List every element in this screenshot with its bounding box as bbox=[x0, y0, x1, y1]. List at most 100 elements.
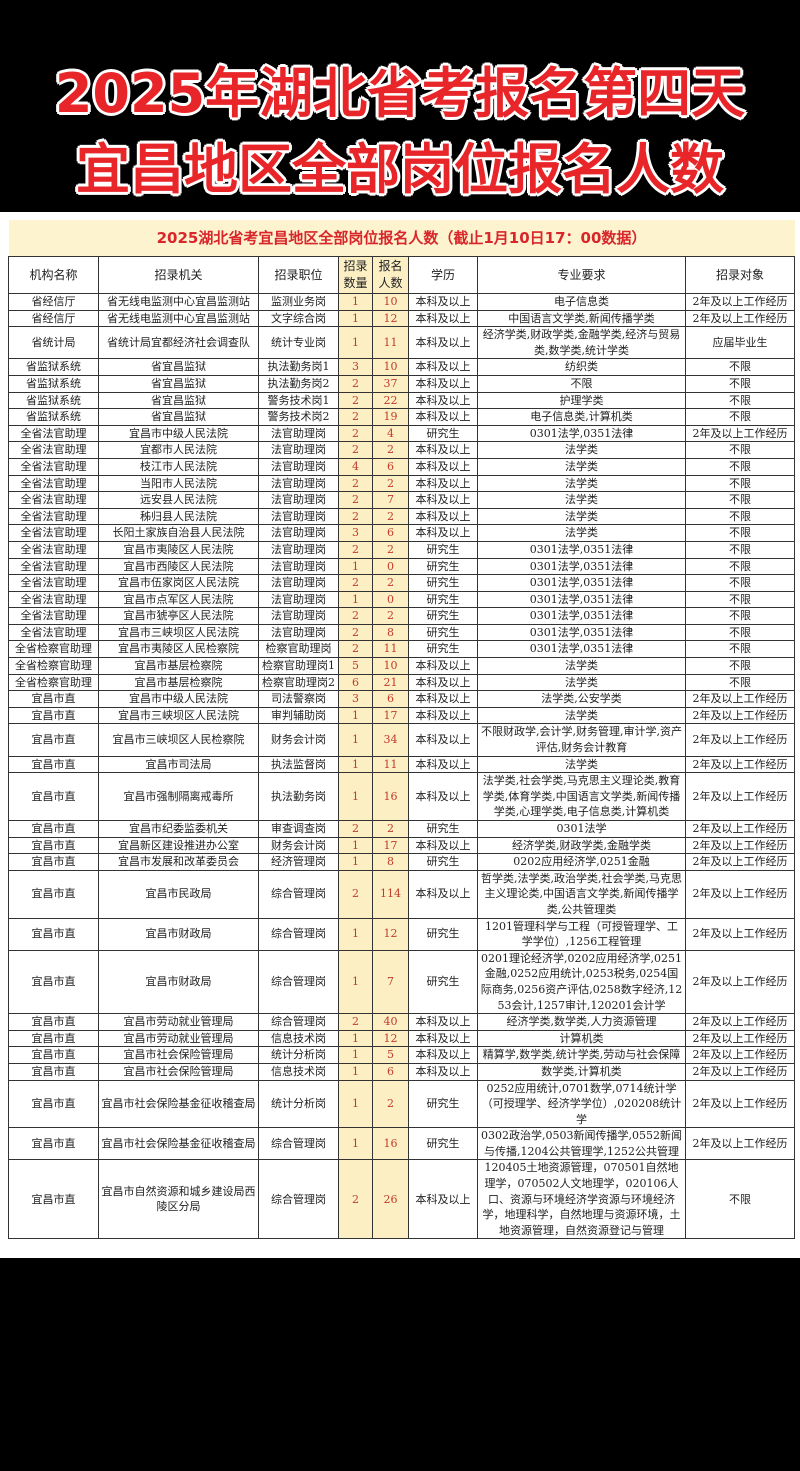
cell-major-requirement: 不限 bbox=[477, 374, 686, 393]
cell-applicants: 8 bbox=[372, 853, 409, 871]
cell-major-requirement: 0301法学,0351法律 bbox=[477, 590, 686, 609]
cell-recruiting-agency: 省宜昌监狱 bbox=[98, 408, 259, 426]
cell-target: 不限 bbox=[684, 557, 796, 576]
cell-target: 不限 bbox=[684, 358, 796, 376]
table-row: 全省法官助理 长阳土家族自治县人民法院 法官助理岗 3 6 本科及以上 法学类 不限 bbox=[8, 524, 796, 542]
cell-applicants: 11 bbox=[372, 326, 409, 360]
cell-education: 本科及以上 bbox=[408, 723, 478, 757]
cell-major-requirement: 电子信息类 bbox=[477, 293, 686, 311]
cell-position: 法官助理岗 bbox=[258, 491, 339, 509]
cell-education: 研究生 bbox=[408, 557, 478, 576]
cell-recruiting-agency: 宜昌新区建设推进办公室 bbox=[98, 836, 259, 855]
table-row: 宜昌市直 宜昌市劳动就业管理局 综合管理岗 2 40 本科及以上 经济学类,数学类,人力资源… bbox=[8, 1013, 796, 1031]
cell-quota: 3 bbox=[338, 358, 373, 376]
cell-recruiting-agency: 宜昌市社会保险基金征收稽查局 bbox=[98, 1127, 259, 1161]
cell-major-requirement: 数学类,计算机类 bbox=[477, 1062, 686, 1081]
cell-applicants: 37 bbox=[372, 374, 409, 393]
cell-education: 研究生 bbox=[408, 1079, 478, 1129]
cell-quota: 2 bbox=[338, 391, 373, 410]
cell-org-name: 宜昌市直 bbox=[8, 949, 99, 1015]
cell-recruiting-agency: 宜昌市社会保险基金征收稽查局 bbox=[98, 1079, 259, 1129]
header-position: 招录职位 bbox=[258, 256, 339, 294]
cell-position: 综合管理岗 bbox=[258, 949, 339, 1015]
cell-applicants: 16 bbox=[372, 772, 409, 821]
table-row: 宜昌市直 宜昌市纪委监委机关 审查调查岗 2 2 研究生 0301法学 2年及以上工作经历 bbox=[8, 820, 796, 838]
cell-quota: 1 bbox=[338, 590, 373, 609]
cell-recruiting-agency: 宜昌市三峡坝区人民法院 bbox=[98, 706, 259, 725]
cell-org-name: 宜昌市直 bbox=[8, 853, 99, 871]
table-row: 全省法官助理 当阳市人民法院 法官助理岗 2 2 本科及以上 法学类 不限 bbox=[8, 474, 796, 493]
cell-major-requirement: 法学类 bbox=[477, 491, 686, 509]
cell-quota: 2 bbox=[338, 640, 373, 659]
cell-education: 本科及以上 bbox=[408, 657, 478, 675]
cell-quota: 1 bbox=[338, 949, 373, 1015]
cell-quota: 4 bbox=[338, 457, 373, 476]
cell-major-requirement: 0302政治学,0503新闻传播学,0552新闻与传播,1204公共管理学,12… bbox=[477, 1127, 686, 1161]
cell-education: 本科及以上 bbox=[408, 309, 478, 328]
table-row: 省监狱系统 省宜昌监狱 警务技术岗1 2 22 本科及以上 护理学类 不限 bbox=[8, 391, 796, 410]
cell-org-name: 省经信厅 bbox=[8, 293, 99, 311]
cell-target: 2年及以上工作经历 bbox=[684, 706, 796, 725]
cell-applicants: 12 bbox=[372, 309, 409, 328]
cell-major-requirement: 0201理论经济学,0202应用经济学,0251金融,0252应用统计,0253… bbox=[477, 949, 686, 1015]
cell-position: 综合管理岗 bbox=[258, 1013, 339, 1031]
cell-quota: 1 bbox=[338, 706, 373, 725]
cell-target: 不限 bbox=[684, 540, 796, 559]
cell-applicants: 7 bbox=[372, 949, 409, 1015]
cell-position: 综合管理岗 bbox=[258, 1127, 339, 1161]
cell-position: 经济管理岗 bbox=[258, 853, 339, 871]
cell-recruiting-agency: 宜昌市司法局 bbox=[98, 755, 259, 774]
cell-recruiting-agency: 省无线电监测中心宜昌监测站 bbox=[98, 293, 259, 311]
table-row: 全省法官助理 宜昌市猇亭区人民法院 法官助理岗 2 2 研究生 0301法学,0351法律不… bbox=[8, 607, 796, 625]
cell-education: 研究生 bbox=[408, 540, 478, 559]
cell-recruiting-agency: 远安县人民法院 bbox=[98, 491, 259, 509]
cell-quota: 2 bbox=[338, 441, 373, 459]
cell-recruiting-agency: 枝江市人民法院 bbox=[98, 457, 259, 476]
cell-target: 2年及以上工作经历 bbox=[684, 1127, 796, 1161]
cell-applicants: 2 bbox=[372, 507, 409, 526]
cell-education: 本科及以上 bbox=[408, 869, 478, 919]
cell-education: 研究生 bbox=[408, 623, 478, 642]
cell-position: 法官助理岗 bbox=[258, 524, 339, 542]
cell-org-name: 全省法官助理 bbox=[8, 524, 99, 542]
cell-position: 法官助理岗 bbox=[258, 590, 339, 609]
header-target: 招录对象 bbox=[684, 256, 796, 294]
cell-recruiting-agency: 宜昌市三峡坝区人民法院 bbox=[98, 623, 259, 642]
cell-major-requirement: 法学类 bbox=[477, 457, 686, 476]
table-row: 宜昌市直 宜昌市自然资源和城乡建设局西陵区分局 综合管理岗 2 26 本科及以上 12040… bbox=[8, 1159, 796, 1240]
cell-target: 不限 bbox=[684, 673, 796, 692]
cell-target: 2年及以上工作经历 bbox=[684, 836, 796, 855]
cell-quota: 2 bbox=[338, 491, 373, 509]
cell-position: 信息技术岗 bbox=[258, 1029, 339, 1048]
cell-recruiting-agency: 宜昌市夷陵区人民法院 bbox=[98, 540, 259, 559]
cell-major-requirement: 法学类 bbox=[477, 507, 686, 526]
cell-position: 检察官助理岗1 bbox=[258, 657, 339, 675]
table-row: 全省法官助理 宜昌市点军区人民法院 法官助理岗 1 0 研究生 0301法学,0351法律不… bbox=[8, 590, 796, 609]
table-row: 全省法官助理 宜昌市三峡坝区人民法院 法官助理岗 2 8 研究生 0301法学,0351法律… bbox=[8, 623, 796, 642]
table-row: 全省法官助理 宜都市人民法院 法官助理岗 2 2 本科及以上 法学类 不限 bbox=[8, 441, 796, 459]
cell-org-name: 全省检察官助理 bbox=[8, 640, 99, 659]
cell-education: 本科及以上 bbox=[408, 391, 478, 410]
cell-target: 2年及以上工作经历 bbox=[684, 1046, 796, 1064]
cell-org-name: 全省法官助理 bbox=[8, 441, 99, 459]
banner-line-2: 宜昌地区全部岗位报名人数 bbox=[76, 138, 724, 201]
header-recruiting-agency: 招录机关 bbox=[98, 256, 259, 294]
cell-position: 审判辅助岗 bbox=[258, 706, 339, 725]
cell-target: 2年及以上工作经历 bbox=[684, 293, 796, 311]
cell-quota: 6 bbox=[338, 673, 373, 692]
cell-education: 本科及以上 bbox=[408, 457, 478, 476]
cell-major-requirement: 0202应用经济学,0251金融 bbox=[477, 853, 686, 871]
positions-table: 2025湖北省考宜昌地区全部岗位报名人数（截止1月10日17：00数据） 机构名… bbox=[8, 220, 796, 1240]
cell-applicants: 10 bbox=[372, 657, 409, 675]
cell-position: 执法勤务岗 bbox=[258, 772, 339, 821]
cell-recruiting-agency: 宜昌市纪委监委机关 bbox=[98, 820, 259, 838]
cell-quota: 5 bbox=[338, 657, 373, 675]
cell-target: 不限 bbox=[684, 607, 796, 625]
cell-recruiting-agency: 宜都市人民法院 bbox=[98, 441, 259, 459]
cell-position: 法官助理岗 bbox=[258, 457, 339, 476]
cell-education: 本科及以上 bbox=[408, 326, 478, 360]
cell-position: 综合管理岗 bbox=[258, 917, 339, 951]
cell-org-name: 全省法官助理 bbox=[8, 557, 99, 576]
cell-applicants: 2 bbox=[372, 441, 409, 459]
cell-major-requirement: 经济学类,财政学类,金融学类,经济与贸易类,数学类,统计学类 bbox=[477, 326, 686, 360]
